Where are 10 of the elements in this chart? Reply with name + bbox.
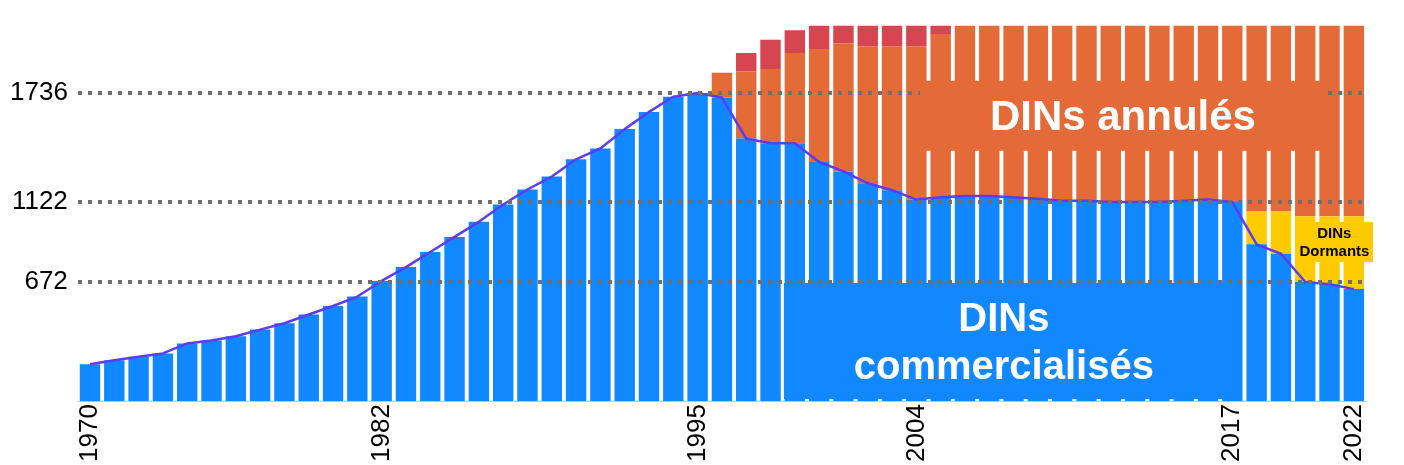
x-tick-label: 1995 (680, 404, 711, 462)
x-tick-label: 1982 (364, 404, 395, 462)
x-tick-label: 2022 (1337, 404, 1368, 462)
label-panel: DINs commercialisés (783, 283, 1224, 400)
x-tick-label: 1970 (73, 404, 104, 462)
y-tick-label: 1736 (10, 76, 68, 107)
x-tick-label: 2004 (899, 404, 930, 462)
y-tick-label: 1122 (11, 185, 68, 216)
x-tick-label: 2017 (1215, 404, 1246, 462)
y-tick-label: 672 (24, 265, 68, 296)
